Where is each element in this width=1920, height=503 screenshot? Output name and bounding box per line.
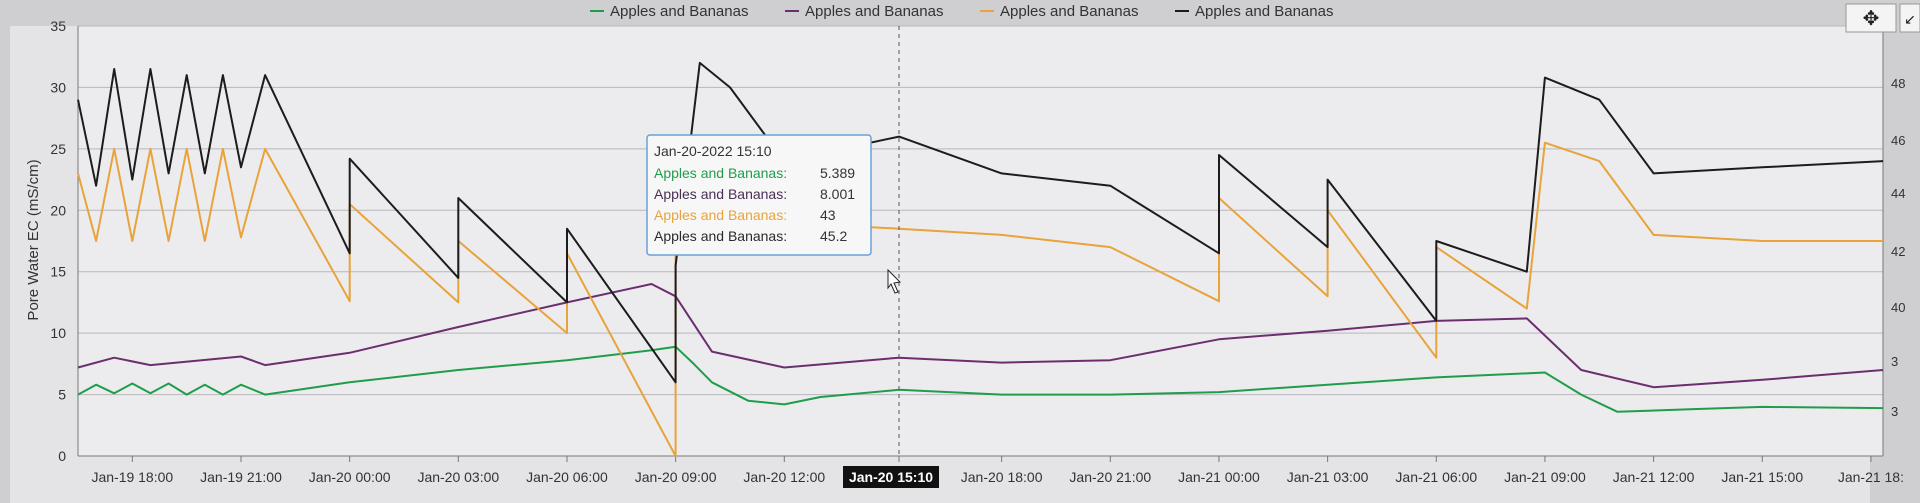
x-tick-label: Jan-20 06:00 (526, 469, 608, 485)
y-axis: 0 5 10 15 20 25 30 35 (50, 18, 1884, 464)
x-tick-label: Jan-20 12:00 (743, 469, 825, 485)
y-tick-label: 10 (50, 325, 66, 341)
y-axis-label: Pore Water EC (mS/cm) (25, 159, 42, 320)
legend-label: Apples and Bananas (805, 3, 943, 20)
y-tick-label: 20 (50, 202, 66, 218)
legend-label: Apples and Bananas (610, 3, 748, 20)
x-tick-label: Jan-20 18:00 (961, 469, 1043, 485)
mouse-cursor-icon (887, 268, 902, 294)
legend: Apples and Bananas Apples and Bananas Appl… (590, 3, 1333, 20)
x-tick-label: Jan-20 00:00 (309, 469, 391, 485)
series-line-4 (77, 61, 1884, 384)
y-tick-label: 0 (58, 448, 66, 464)
x-tick-label: Jan-21 00:00 (1178, 469, 1260, 485)
legend-item-2[interactable]: Apples and Bananas (785, 3, 943, 20)
y-tick-label: 25 (50, 141, 66, 157)
y-tick-label: 15 (50, 264, 66, 280)
series-layer (77, 61, 1884, 457)
y-tick-label: 5 (58, 387, 66, 403)
plot-area (78, 26, 1883, 456)
menu-arrow-icon: ↙ (1904, 12, 1916, 28)
legend-item-4[interactable]: Apples and Bananas (1175, 3, 1333, 20)
x-axis: Jan-19 18:00 Jan-19 21:00 Jan-20 00:00 Jan-… (78, 455, 1904, 485)
x-tick-label: Jan-20 21:00 (1069, 469, 1151, 485)
move-arrows-icon: ✥ (1863, 6, 1880, 30)
legend-item-3[interactable]: Apples and Bananas (980, 3, 1138, 20)
x-tick-label: Jan-21 06:00 (1395, 469, 1477, 485)
x-tick-label: Jan-21 18: (1838, 469, 1904, 485)
move-toolbar-button[interactable]: ✥ (1845, 3, 1897, 33)
x-tick-label: Jan-21 09:00 (1504, 469, 1586, 485)
menu-button-frame (1899, 3, 1920, 33)
x-tick-label: Jan-19 18:00 (91, 469, 173, 485)
x-tick-label: Jan-21 15:00 (1721, 469, 1803, 485)
legend-item-1[interactable]: Apples and Bananas (590, 3, 748, 20)
y2-tick-label: 48 (1891, 76, 1905, 91)
crosshair-label-text: Jan-20 15:10 (849, 469, 933, 485)
x-tick-label: Jan-21 12:00 (1613, 469, 1695, 485)
x-tick-label: Jan-19 21:00 (200, 469, 282, 485)
x-tick-label: Jan-21 03:00 (1287, 469, 1369, 485)
y2-axis: 48 46 44 42 40 3 3 (1891, 76, 1905, 419)
y2-tick-label: 44 (1891, 186, 1905, 201)
legend-label: Apples and Bananas (1195, 3, 1333, 20)
legend-label: Apples and Bananas (1000, 3, 1138, 20)
x-tick-label: Jan-20 03:00 (417, 469, 499, 485)
y2-tick-label: 40 (1891, 300, 1905, 315)
x-tick-label: Jan-20 09:00 (635, 469, 717, 485)
y2-tick-label: 3 (1891, 404, 1898, 419)
menu-toolbar-button[interactable]: ↙ (1899, 3, 1920, 33)
y-tick-label: 30 (50, 79, 66, 95)
crosshair-label-bg (843, 466, 939, 488)
y2-tick-label: 42 (1891, 244, 1905, 259)
y2-tick-label: 46 (1891, 133, 1905, 148)
crosshair-label: Jan-20 15:10 (843, 466, 939, 488)
y2-tick-label: 3 (1891, 354, 1898, 369)
series-line-2 (77, 283, 1884, 389)
y-tick-label: 35 (50, 18, 66, 34)
move-button-frame (1845, 3, 1897, 33)
series-line-1 (77, 345, 1884, 413)
